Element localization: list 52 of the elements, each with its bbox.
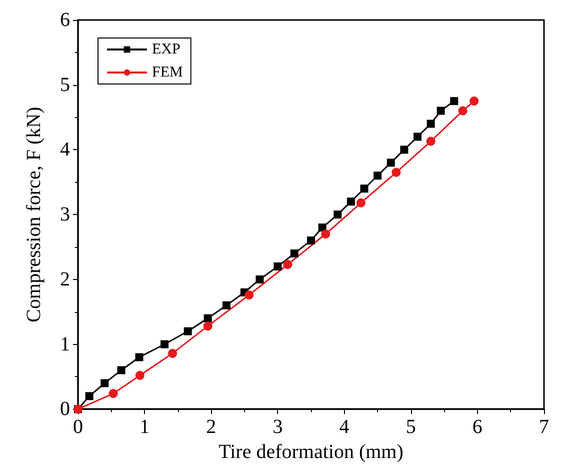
y-axis-title: Compression force, F (kN) [23,106,45,322]
y-tick-label: 3 [60,204,70,226]
point [85,392,94,400]
point [346,198,355,206]
point [203,322,212,331]
point [334,210,342,219]
y-tick-label: 4 [60,138,70,161]
x-tick-label: 1 [140,416,150,438]
point [274,262,282,270]
point [458,106,468,116]
point [374,172,382,180]
y-tick-label: 1 [60,333,70,356]
y-tick-label: 2 [60,268,70,290]
x-tick-label: 3 [272,416,283,438]
point [400,146,408,154]
point [307,236,315,244]
y-tick-label: 0 [60,398,70,420]
point [204,314,212,322]
legend-label: FEM [152,64,183,80]
point [168,348,178,358]
point [290,249,298,258]
point [135,370,144,380]
point [360,184,368,193]
x-tick-label: 2 [206,416,216,438]
x-tick-label: 5 [406,416,416,438]
point [256,275,264,284]
legend-label: EXP [152,42,180,58]
point [321,230,330,238]
x-tick-label: 4 [339,416,350,438]
x-tick-label: 7 [539,416,549,438]
point [426,120,435,128]
y-tick-label: 5 [60,74,70,96]
point [470,96,479,106]
x-tick-label: 6 [472,416,482,438]
point [117,366,126,374]
point [184,327,192,336]
point [392,168,401,177]
point [450,97,458,106]
point [244,290,254,300]
point [283,260,292,269]
point [100,379,109,388]
point [160,340,169,348]
x-axis-title: Tire deformation (mm) [218,441,404,463]
point [436,106,445,115]
point [414,132,422,141]
point [356,198,366,208]
point [222,301,230,310]
point [426,136,436,146]
point [386,158,395,167]
point [135,353,144,362]
point [108,389,118,398]
y-tick-label: 6 [60,9,70,31]
